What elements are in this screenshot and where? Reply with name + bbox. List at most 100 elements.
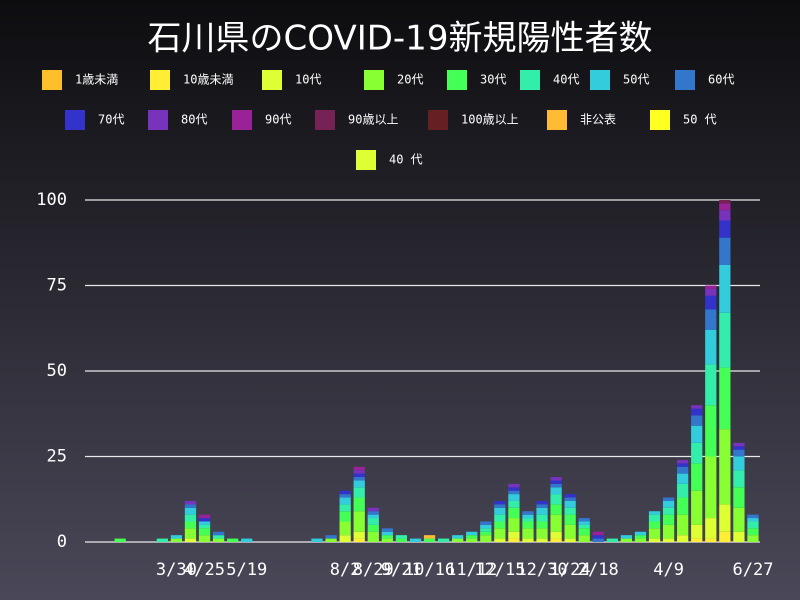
bar-segment [170,538,183,542]
bar-segment [634,538,647,542]
bar-segment [564,538,576,542]
bar-segment [620,535,633,539]
bar-segment [508,487,520,491]
legend-label: 70代 [98,113,124,127]
bar-segment [339,511,351,522]
legend-swatch [447,70,467,90]
bar-segment [662,538,675,542]
bar-segment [719,200,731,204]
bar-segment [677,483,689,498]
bar-segment [353,538,365,542]
legend-label: 非公表 [580,113,616,127]
bar-segment [677,473,689,484]
bar-segment [353,470,365,474]
bar-segment [705,309,717,330]
bar-segment [381,535,393,539]
bar-segment [719,203,731,211]
legend-swatch [675,70,695,90]
bar-segment [494,528,506,539]
bar-segment [423,535,436,539]
legend-swatch [590,70,610,90]
legend-label: 50代 [623,73,649,87]
bar-segment [381,528,393,532]
bar-segment [550,514,562,532]
bar-segment [170,535,183,539]
bar-segment [550,504,562,515]
legend-label: 80代 [181,113,207,127]
bar-segment [747,535,759,542]
bar-segment [705,329,717,365]
legend-swatch [148,110,168,130]
bar-segment [705,285,717,289]
legend-swatch [520,70,540,90]
bar-segment [719,367,731,430]
legend-swatch [650,110,670,130]
bar-segment [198,528,211,536]
bar-segment [705,295,717,310]
bar-segment [536,528,548,539]
bar-segment [437,538,450,542]
bar-segment [395,538,408,542]
legend-swatch [65,110,85,130]
bar-segment [662,500,675,508]
bar-segment [592,535,604,539]
bar-segment [536,504,548,508]
bar-segment [550,538,562,542]
bar-segment [578,535,590,542]
bar-segment [677,514,689,536]
bar-segment [592,538,604,542]
bar-segment [114,538,126,542]
bar-segment [353,477,365,481]
bar-segment [662,514,675,525]
bar-segment [719,429,731,505]
bar-segment [719,210,731,221]
bar-segment [634,535,647,539]
bar-segment [184,504,197,508]
bar-segment [494,521,506,529]
legend-label: 60代 [708,73,734,87]
bar-segment [719,531,731,542]
legend-swatch [547,110,567,130]
bar-segment [705,518,717,539]
bar-segment [733,487,745,508]
bar-segment [648,511,661,515]
bar-segment [339,497,351,505]
bar-segment [662,497,675,501]
bar-segment [353,480,365,488]
bar-segment [578,521,590,525]
bar-segment [212,531,225,536]
bar-segment [536,538,548,542]
bar-segment [227,538,239,542]
bar-segment [325,538,337,542]
bar-segment [494,500,506,505]
bar-segment [353,497,365,512]
bar-segment [367,511,379,515]
bar-segment [648,514,661,522]
bar-segment [691,442,703,464]
bar-segment [705,538,717,542]
bar-segment [184,521,197,529]
legend-label: 40 代 [389,153,423,167]
legend-label: 10代 [295,73,321,87]
bar-segment [480,535,492,542]
bar-segment [494,507,506,515]
bar-segment [550,494,562,505]
bar-segment [747,514,759,519]
bar-segment [480,521,492,525]
bar-segment [747,518,759,522]
bar-segment [705,288,717,296]
bar-segment [184,538,197,542]
bar-segment [339,490,351,495]
bar-segment [522,538,534,542]
bar-segment [705,456,717,519]
bar-segment [508,531,520,539]
y-tick-label: 0 [57,532,67,552]
x-tick-label: 8/2 [330,560,361,580]
bar-segment [494,514,506,522]
x-tick-label: 1/24 [550,560,591,580]
bar-segment [353,511,365,532]
legend-swatch [232,110,252,130]
bar-segment [452,535,464,539]
x-tick-label: 12/15 [474,560,525,580]
bar-segment [691,490,703,525]
